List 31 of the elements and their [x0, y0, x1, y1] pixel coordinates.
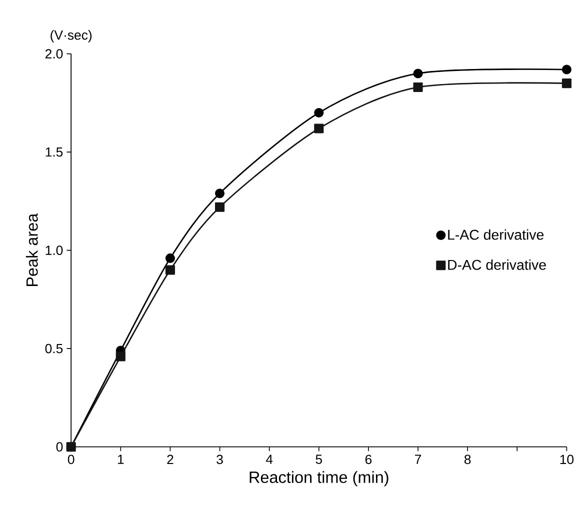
x-axis-title: Reaction time (min) [250, 471, 388, 486]
point [562, 78, 572, 88]
x-tick-label: 1 [118, 454, 124, 464]
y-axis-title: Peak area [26, 213, 38, 286]
point [215, 188, 225, 198]
point [165, 265, 175, 275]
x-tick-label: 5 [316, 454, 322, 464]
point [165, 254, 175, 264]
x-tick-label: 2 [167, 454, 174, 464]
text: (V·sec) [50, 30, 92, 42]
x-tick-label: 6 [365, 454, 372, 464]
point [314, 108, 324, 118]
x-tick-label: 3 [216, 454, 223, 464]
y-tick-label: 1.5 [46, 148, 63, 157]
y-tick-label: 0.5 [45, 344, 63, 354]
point [215, 202, 225, 212]
y-tick-label: 1.0 [46, 246, 63, 256]
point [413, 68, 423, 78]
point [413, 82, 423, 92]
x-tick-label: 0 [68, 454, 74, 464]
legend-label: D-AC derivative [448, 260, 546, 270]
x-tick-label: 7 [415, 454, 422, 464]
point [314, 124, 324, 134]
point [116, 352, 126, 362]
legend-label: L-AC derivative [448, 229, 544, 240]
x-tick-label: 8 [464, 454, 471, 464]
x-tick-label: 10 [560, 454, 574, 464]
y-tick-label: 0 [56, 442, 63, 452]
y-tick-label: 2.0 [45, 49, 63, 59]
x-tick-label: 4 [266, 454, 273, 464]
point [562, 64, 572, 74]
